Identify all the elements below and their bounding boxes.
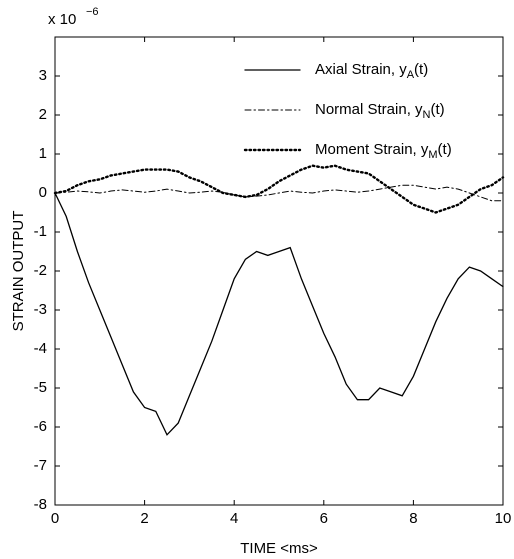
x-tick-label: 6 [320,510,328,527]
legend-text: (t) [438,141,452,158]
legend-subscript: M [428,149,437,161]
legend-label: Moment Strain, yM(t) [315,141,452,161]
x-tick-label: 4 [230,510,238,527]
y-tick-label: 2 [39,106,47,123]
y-tick-label: -2 [34,262,47,279]
x-tick-label: 10 [495,510,512,527]
x-tick-label: 0 [51,510,59,527]
legend-label: Axial Strain, yA(t) [315,61,428,81]
y-tick-label: -3 [34,301,47,318]
y-multiplier: x 10 [48,11,76,28]
series-line [54,184,504,202]
y-tick-label: -1 [34,223,47,240]
legend-text: (t) [430,101,444,118]
x-tick-label: 8 [409,510,417,527]
legend-text: Normal Strain, y [315,101,423,118]
y-tick-label: -6 [34,418,47,435]
legend-text: Moment Strain, y [315,141,429,158]
y-axis-label: STRAIN OUTPUT [10,211,27,332]
y-tick-label: 1 [39,145,47,162]
legend-subscript: N [423,109,431,121]
legend-text: Axial Strain, y [315,61,407,78]
y-tick-label: -8 [34,496,47,513]
y-multiplier-exp: −6 [86,6,99,18]
x-tick-label: 2 [140,510,148,527]
y-tick-label: -7 [34,457,47,474]
y-tick-label: 0 [39,184,47,201]
x-axis-label: TIME <ms> [240,540,318,557]
legend-text: (t) [414,61,428,78]
y-tick-label: 3 [39,67,47,84]
series-line [53,164,505,214]
series-line [54,192,504,436]
legend-label: Normal Strain, yN(t) [315,101,445,121]
y-tick-label: -5 [34,379,47,396]
legend-subscript: A [407,69,415,81]
y-tick-label: -4 [34,340,47,357]
